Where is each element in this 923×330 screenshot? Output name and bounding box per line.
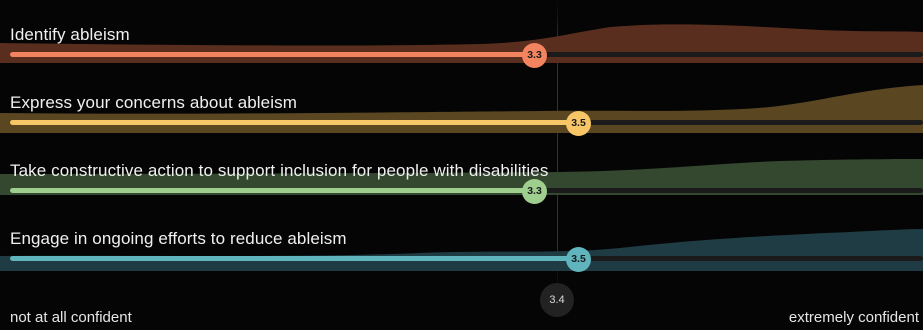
- item-row-ongoing-efforts: Engage in ongoing efforts to reduce able…: [0, 229, 923, 289]
- item-row-express-concerns: Express your concerns about ableism 3.5: [0, 85, 923, 153]
- item-row-constructive-action: Take constructive action to support incl…: [0, 159, 923, 221]
- item-label: Identify ableism: [10, 25, 130, 44]
- mean-reference-line: [557, 0, 558, 288]
- scale-max-label: extremely confident: [788, 309, 919, 326]
- slider-fill: [10, 256, 579, 261]
- slider-handle[interactable]: 3.5: [566, 111, 591, 136]
- scale-min-label: not at all confident: [10, 309, 132, 326]
- item-label: Engage in ongoing efforts to reduce able…: [10, 229, 347, 248]
- mean-value-badge: 3.4: [540, 283, 574, 317]
- slider-fill: [10, 120, 579, 125]
- distribution-area: [0, 159, 923, 195]
- slider-fill: [10, 188, 535, 193]
- item-label: Take constructive action to support incl…: [10, 161, 549, 180]
- slider-fill: [10, 52, 535, 57]
- item-label: Express your concerns about ableism: [10, 93, 297, 112]
- item-row-identify-ableism: Identify ableism 3.3: [0, 24, 923, 85]
- slider-handle[interactable]: 3.3: [522, 43, 547, 68]
- slider-handle[interactable]: 3.5: [566, 247, 591, 272]
- slider-handle[interactable]: 3.3: [522, 179, 547, 204]
